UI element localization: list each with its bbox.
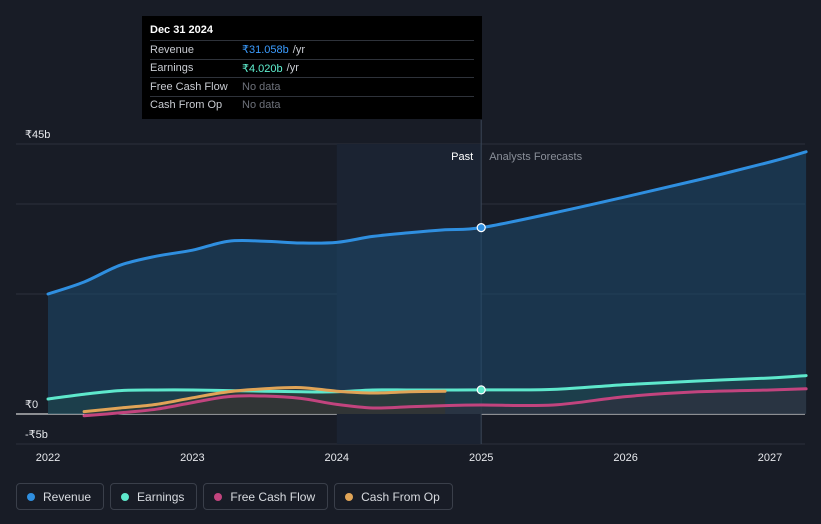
legend-label: Earnings [137,489,185,504]
x-tick-label: 2025 [469,452,493,464]
legend-item-cash-from-op[interactable]: Cash From Op [334,483,453,510]
tooltip-date: Dec 31 2024 [150,24,213,36]
legend-item-earnings[interactable]: Earnings [110,483,198,510]
legend: Revenue Earnings Free Cash Flow Cash Fro… [16,483,453,510]
earnings-dot-icon [121,492,130,501]
tooltip-label: Revenue [150,43,195,56]
revenue-area [48,151,807,415]
tooltip-row-earnings: Earnings ₹4.020b /yr [150,58,474,78]
tooltip-value: ₹4.020b [242,62,283,75]
tooltip-row-revenue: Revenue ₹31.058b /yr [150,40,474,59]
legend-item-revenue[interactable]: Revenue [16,483,105,510]
x-tick-label: 2026 [613,452,637,464]
tooltip-value: No data [242,80,281,93]
forecast-label: Analysts Forecasts [489,151,582,163]
tooltip-row-free-cash-flow: Free Cash Flow No data [150,77,474,96]
y-tick-label: ₹45b [25,129,50,141]
y-tick-label: -₹5b [25,429,48,441]
earnings-point [476,385,486,395]
y-tick-label: ₹0 [25,399,38,411]
tooltip-value: ₹31.058b [242,44,289,57]
tooltip-label: Cash From Op [150,99,223,112]
tooltip: Dec 31 2024 Revenue ₹31.058b /yr Earning… [142,16,482,119]
cash-from-op-dot-icon [345,492,354,501]
revenue-point [476,223,486,233]
legend-label: Free Cash Flow [230,489,316,504]
cash-from-op-line [82,386,447,414]
legend-item-free-cash-flow[interactable]: Free Cash Flow [203,483,329,510]
past-label: Past [451,151,473,163]
tooltip-row-cash-from-op: Cash From Op No data [150,95,474,115]
x-tick-label: 2022 [36,452,60,464]
earnings-line [46,374,808,401]
tooltip-unit: /yr [292,43,305,56]
legend-label: Cash From Op [361,489,440,504]
tooltip-unit: /yr [286,62,299,75]
revenue-dot-icon [27,492,35,501]
legend-label: Revenue [43,489,92,504]
free-cash-flow-area [84,388,807,416]
tooltip-label: Free Cash Flow [150,80,228,93]
x-tick-label: 2024 [325,452,349,464]
x-tick-label: 2027 [758,452,782,464]
revenue-line [46,150,808,296]
free-cash-flow-dot-icon [214,492,223,501]
x-tick-label: 2023 [180,452,204,464]
tooltip-label: Earnings [150,62,194,75]
free-cash-flow-line [82,387,808,418]
tooltip-value: No data [242,99,281,112]
